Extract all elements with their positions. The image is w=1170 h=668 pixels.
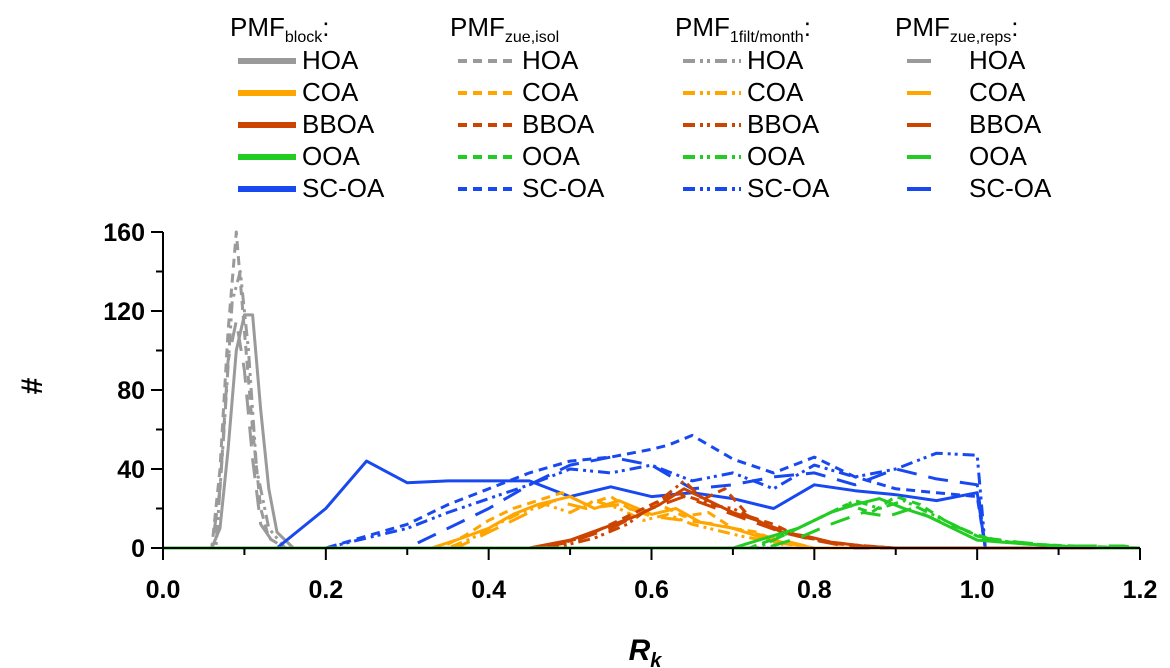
series-line-hoa-dashdotdot [163,270,1140,550]
y-tick-label: 160 [103,219,145,247]
legend-header-longdash: PMFzue,reps: [895,12,1019,46]
legend-label-hoa: HOA [522,45,579,75]
legend-header-prefix: PMF [450,12,505,42]
y-tick-label: 120 [103,298,145,326]
axes: 0.0 0.2 0.4 0.6 0.8 1.0 1.2 0 40 80 120 160 [103,219,1157,604]
legend-label-ooa: OOA [302,141,360,171]
x-tick-label: 0.8 [797,576,832,604]
legend-header-prefix: PMF [230,12,285,42]
legend-header-subscript: zue,isol [505,29,559,46]
legend-label-coa: COA [747,77,804,107]
legend-label-ooa: OOA [969,141,1027,171]
series-layer [163,230,1141,550]
series-line-sc-oa-dashdotdot [163,451,1140,550]
series-line-hoa-dash [163,230,1140,550]
legend-label-sc-oa: SC-OA [747,173,830,203]
x-tick-label: 0.0 [146,576,181,604]
series-line-sc-oa-solid [163,459,1140,550]
legend-header-prefix: PMF [895,12,950,42]
x-tick-label: 0.4 [471,576,506,604]
series-line-ooa-dashdotdot [163,499,1141,550]
series-line-bboa-dashdotdot [163,479,1140,550]
x-axis-title-main: R [629,634,651,667]
legend-label-hoa: HOA [969,45,1026,75]
y-tick-label: 0 [131,535,145,563]
legend-label-sc-oa: SC-OA [302,173,385,203]
x-axis-title-sub: k [650,650,662,668]
legend-header-dash: PMFzue,isol [450,12,559,46]
legend-label-coa: COA [522,77,579,107]
legend-label-bboa: BBOA [969,109,1042,139]
legend-header-suffix: : [322,12,329,42]
legend-header-suffix: : [1011,12,1018,42]
series-line-sc-oa-longdash [163,455,1140,550]
y-tick-label: 80 [117,377,145,405]
legend-label-coa: COA [302,77,359,107]
series-line-coa-dashdotdot [163,499,1140,550]
plot-area: 0.0 0.2 0.4 0.6 0.8 1.0 1.2 0 40 80 120 160 [103,219,1157,604]
legend-header-subscript: block [285,29,323,46]
series-line-coa-longdash [163,499,1140,550]
legend-label-bboa: BBOA [522,109,595,139]
y-axis-title: # [16,377,49,394]
legend-label-ooa: OOA [522,141,580,171]
series-line-sc-oa-dash [163,433,1140,550]
series-line-hoa-longdash [163,319,1140,550]
series-line-ooa-longdash [163,507,1141,550]
x-tick-label: 0.2 [308,576,343,604]
legend-header-solid: PMFblock: [230,12,329,46]
legend-header-dashdotdot: PMF1filt/month: [675,12,811,46]
legend-header-subscript: 1filt/month [730,29,804,46]
series-line-bboa-longdash [163,495,1140,550]
legend-label-hoa: HOA [747,45,804,75]
legend-label-hoa: HOA [302,45,359,75]
legend-label-coa: COA [969,77,1026,107]
legend-header-subscript: zue,reps [950,29,1011,46]
legend-label-sc-oa: SC-OA [522,173,605,203]
legend-label-bboa: BBOA [302,109,375,139]
legend-label-ooa: OOA [747,141,805,171]
x-tick-label: 1.2 [1123,576,1158,604]
x-tick-label: 1.0 [960,576,995,604]
legend-label-bboa: BBOA [747,109,820,139]
x-axis-title: Rk [629,634,663,668]
series-line-hoa-solid [163,313,1140,550]
legend: PMFblock:HOACOABBOAOOASC-OAPMFzue,isolHO… [230,12,1052,203]
legend-label-sc-oa: SC-OA [969,173,1052,203]
legend-header-prefix: PMF [675,12,730,42]
y-tick-label: 40 [117,456,145,484]
x-tick-label: 0.6 [634,576,669,604]
legend-header-suffix: : [804,12,811,42]
